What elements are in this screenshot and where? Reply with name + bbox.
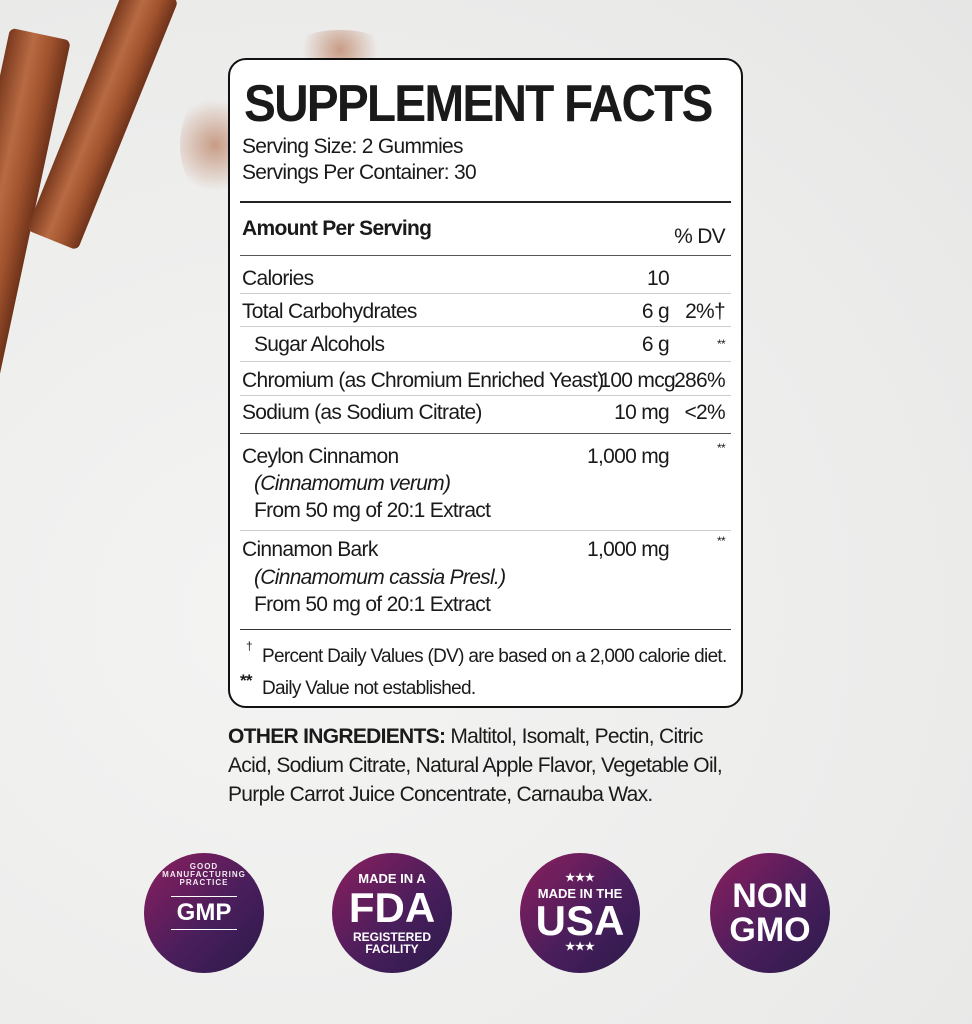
footnote-star-mark: ** (240, 671, 253, 690)
other-ingredients-heading: OTHER INGREDIENTS: (228, 725, 446, 748)
non-gmo-badge: NON GMO (710, 853, 830, 973)
row-bark-dv: ** (717, 534, 726, 548)
usa-top: MADE IN THE (537, 886, 623, 901)
amount-header: Amount Per Serving (242, 217, 432, 240)
other-ingredients: OTHER INGREDIENTS: Maltitol, Isomalt, Pe… (228, 722, 738, 809)
row-sugar-alcohols-amount: 6 g (641, 333, 670, 356)
stars-icon: ★★★ (565, 872, 595, 884)
divider (240, 255, 731, 256)
row-sodium-dv: <2% (684, 401, 725, 424)
row-bark-name: Cinnamon Bark (242, 538, 378, 561)
row-sodium-name: Sodium (as Sodium Citrate) (242, 401, 482, 424)
gmp-center: GMP (170, 896, 238, 930)
usa-badge: ★★★ MADE IN THE USA ★★★ (520, 853, 640, 973)
gmo-line1: NON (732, 877, 808, 915)
row-sugar-alcohols-dv: ** (717, 337, 726, 351)
row-bark-source: From 50 mg of 20:1 Extract (254, 593, 491, 616)
footnote-dagger: Percent Daily Values (DV) are based on a… (262, 646, 727, 667)
servings-per-container: Servings Per Container: 30 (242, 161, 477, 184)
row-ceylon-dv: ** (717, 441, 726, 455)
fda-bottom1: REGISTERED (352, 929, 431, 944)
fda-main: FDA (348, 883, 436, 931)
fda-badge: MADE IN A FDA REGISTERED FACILITY (332, 853, 452, 973)
row-sugar-alcohols-name: Sugar Alcohols (254, 333, 385, 356)
row-sodium-amount: 10 mg (614, 401, 670, 424)
divider (240, 395, 731, 396)
fda-bottom2: FACILITY (365, 941, 419, 956)
dv-header: % DV (674, 225, 726, 248)
divider (240, 530, 731, 531)
divider (240, 433, 731, 434)
row-carbs-amount: 6 g (641, 300, 670, 323)
supplement-facts-panel: SUPPLEMENT FACTS Serving Size: 2 Gummies… (228, 58, 743, 708)
row-chromium-dv: 286% (674, 369, 726, 392)
row-calories-name: Calories (242, 267, 314, 290)
row-carbs-dv: 2%† (685, 300, 726, 323)
footnote-dagger-mark: † (246, 639, 253, 653)
other-ingredients-text: Maltitol, Isomalt, Pectin, Citric Acid, … (228, 725, 723, 806)
serving-size: Serving Size: 2 Gummies (242, 135, 464, 158)
row-bark-amount: 1,000 mg (587, 538, 670, 561)
row-chromium-amount: 100 mcg (599, 369, 675, 392)
row-carbs-name: Total Carbohydrates (242, 300, 417, 323)
row-chromium-name: Chromium (as Chromium Enriched Yeast) (242, 369, 604, 392)
divider (240, 201, 731, 203)
row-ceylon-source: From 50 mg of 20:1 Extract (254, 499, 491, 522)
gmo-line2: GMO (729, 911, 811, 949)
gmp-ring-text: GOOD MANUFACTURING PRACTICE (162, 862, 246, 887)
stars-icon: ★★★ (565, 941, 595, 953)
divider (240, 293, 731, 294)
divider (240, 326, 731, 327)
fda-top: MADE IN A (358, 870, 426, 886)
gmp-badge: GOOD MANUFACTURING PRACTICE GMP (144, 853, 264, 973)
footnote-star: Daily Value not established. (262, 678, 476, 699)
panel-title: SUPPLEMENT FACTS (244, 75, 713, 133)
row-calories-amount: 10 (647, 267, 670, 290)
row-ceylon-name: Ceylon Cinnamon (242, 445, 399, 468)
divider (240, 361, 731, 362)
row-bark-latin: (Cinnamomum cassia Presl.) (254, 566, 506, 589)
row-ceylon-latin: (Cinnamomum verum) (254, 472, 451, 495)
row-ceylon-amount: 1,000 mg (587, 445, 670, 468)
divider (240, 629, 731, 630)
usa-main: USA (535, 897, 625, 944)
